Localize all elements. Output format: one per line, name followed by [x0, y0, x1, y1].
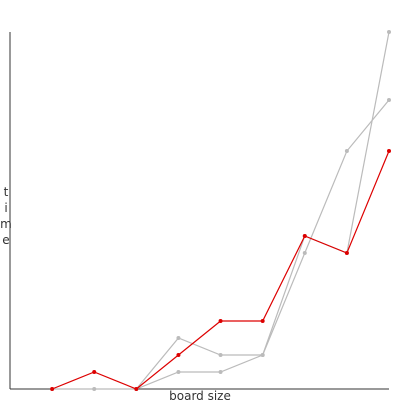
x-axis-label: board size — [169, 389, 231, 400]
point — [260, 353, 265, 357]
point — [218, 370, 223, 374]
point — [218, 353, 223, 357]
point — [92, 387, 97, 391]
point — [176, 353, 181, 357]
point — [387, 30, 391, 34]
point — [218, 319, 223, 323]
point — [260, 319, 265, 323]
y-axis-label: time — [0, 185, 13, 249]
point — [302, 234, 307, 238]
series-line — [52, 99, 390, 390]
series-line — [135, 31, 390, 390]
point — [344, 251, 349, 255]
point — [92, 370, 97, 374]
point — [344, 149, 349, 153]
point — [387, 98, 391, 102]
point — [302, 251, 307, 255]
point — [176, 370, 181, 374]
point — [134, 387, 139, 391]
point — [387, 149, 391, 153]
point — [176, 336, 181, 340]
point — [50, 387, 55, 391]
